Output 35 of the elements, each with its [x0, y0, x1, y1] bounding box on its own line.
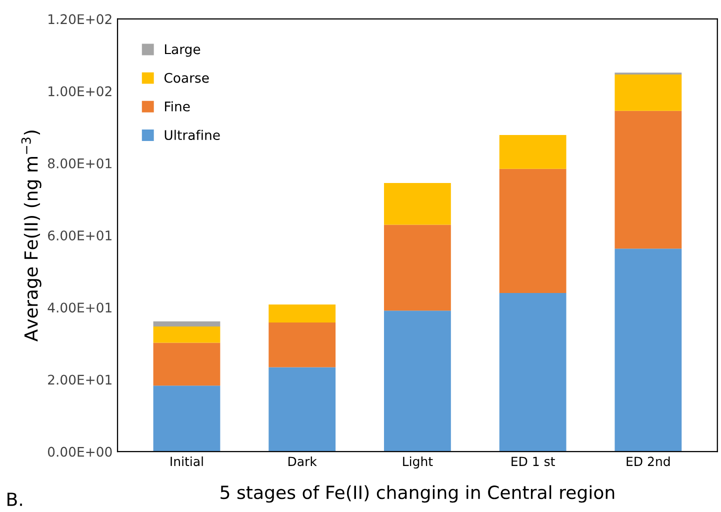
- x-tick-label: Light: [403, 456, 433, 469]
- bar: [268, 304, 336, 323]
- x-tick-label: Initial: [170, 456, 203, 466]
- x-tick-label: ED 1 st: [512, 456, 555, 466]
- legend-label: Large: [165, 44, 200, 57]
- text: B.: [8, 492, 22, 506]
- bar: [268, 367, 336, 452]
- legend-label: Fine: [165, 101, 190, 112]
- bar: [153, 386, 220, 452]
- y-tick-label: 1.20E+02: [48, 14, 112, 24]
- bar: [153, 342, 220, 386]
- y-tick-label: 0.00E+00: [48, 446, 112, 457]
- x-tick-label: ED 2nd: [626, 456, 670, 466]
- y-tick-label: 8.00E+01: [48, 158, 112, 168]
- y-tick-label: 1.00E+02: [48, 86, 112, 96]
- bar: [499, 135, 566, 169]
- y-tick-label: 2.00E+01: [48, 374, 112, 385]
- bar: [384, 224, 451, 311]
- bar: [499, 168, 566, 293]
- bar: [499, 292, 566, 452]
- bar: [614, 248, 682, 452]
- bar: [153, 321, 220, 326]
- x-axis-title: 5 stages of Fe(II) changing in Central region: [220, 485, 614, 503]
- x-tick-label: Dark: [288, 456, 317, 466]
- bar: [614, 74, 682, 111]
- bar: [268, 322, 336, 368]
- bar: [153, 326, 220, 343]
- y-axis-title: Average Fe(II) (ng m$^{−3}$): [21, 130, 42, 342]
- bar: [384, 310, 451, 452]
- bar: [384, 182, 451, 225]
- legend-label: Ultrafine: [164, 130, 220, 140]
- y-tick-label: 6.00E+01: [48, 230, 112, 240]
- legend-label: Coarse: [164, 72, 209, 83]
- bar: [614, 110, 682, 249]
- y-tick-label: 4.00E+01: [48, 302, 112, 313]
